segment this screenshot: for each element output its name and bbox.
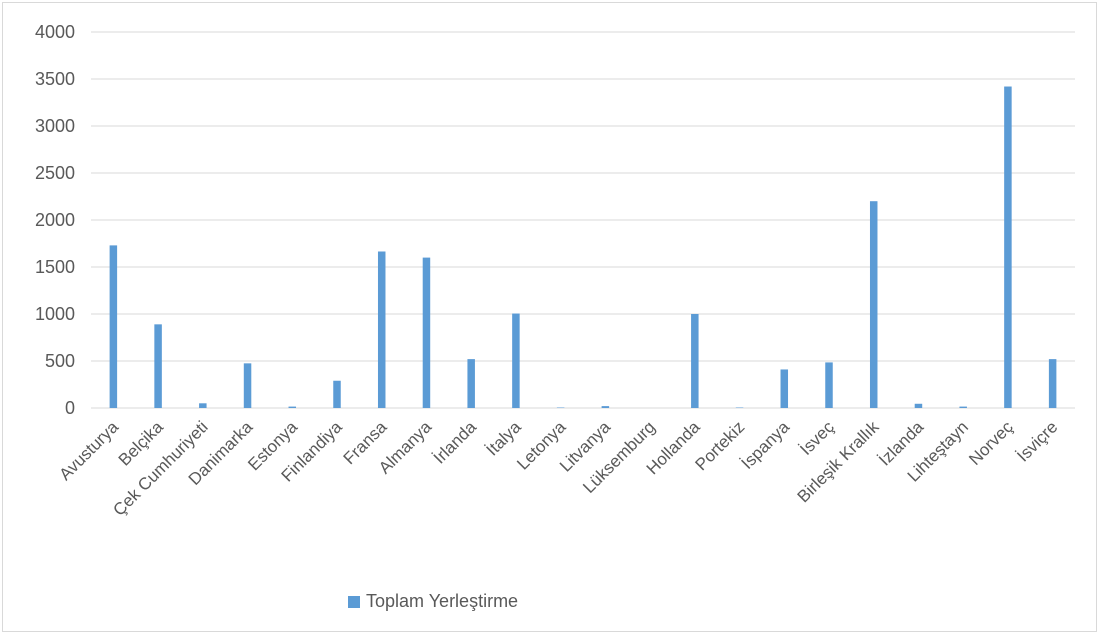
- bar: [110, 245, 118, 408]
- y-tick-label: 500: [45, 351, 75, 371]
- y-tick-label: 2000: [35, 210, 75, 230]
- legend-label: Toplam Yerleştirme: [366, 591, 518, 612]
- bar: [870, 201, 878, 408]
- bar-chart: 0 500 1000 1500 2000 2500 3000 3500 4000 Avustur…: [3, 3, 1098, 633]
- bar: [691, 314, 699, 408]
- bar: [333, 381, 341, 408]
- legend-swatch-icon: [348, 596, 360, 608]
- bars: [110, 87, 1057, 408]
- x-tick-label: İsveç: [796, 417, 838, 459]
- gridlines: [91, 32, 1075, 408]
- x-tick-label: Norveç: [965, 417, 1017, 469]
- x-tick-label: İsviçre: [1013, 417, 1061, 465]
- x-tick-label: Birleşik Krallık: [794, 417, 883, 506]
- bar: [467, 359, 475, 408]
- bar: [289, 407, 297, 408]
- x-tick-label: Portekiz: [692, 417, 749, 474]
- y-tick-label: 2500: [35, 163, 75, 183]
- y-tick-label: 3500: [35, 69, 75, 89]
- bar: [154, 324, 162, 408]
- bar: [199, 403, 207, 408]
- y-tick-label: 3000: [35, 116, 75, 136]
- x-tick-label: İspanya: [738, 417, 794, 473]
- bar: [1004, 87, 1012, 408]
- y-tick-label: 1500: [35, 257, 75, 277]
- bar: [959, 407, 967, 408]
- y-axis-ticks: 0 500 1000 1500 2000 2500 3000 3500 4000: [35, 22, 75, 418]
- x-tick-label: İrlanda: [430, 417, 481, 468]
- bar: [915, 404, 923, 408]
- bar: [825, 362, 833, 408]
- bar: [423, 258, 431, 408]
- legend: Toplam Yerleştirme: [348, 591, 518, 612]
- bar: [781, 369, 789, 408]
- bar: [512, 314, 520, 408]
- x-tick-label: Avusturya: [56, 417, 123, 484]
- bar: [1049, 359, 1057, 408]
- y-tick-label: 1000: [35, 304, 75, 324]
- x-tick-label: İtalya: [483, 417, 526, 460]
- bar: [602, 406, 610, 408]
- y-tick-label: 0: [65, 398, 75, 418]
- y-tick-label: 4000: [35, 22, 75, 42]
- bar: [244, 363, 252, 408]
- bar: [378, 251, 386, 408]
